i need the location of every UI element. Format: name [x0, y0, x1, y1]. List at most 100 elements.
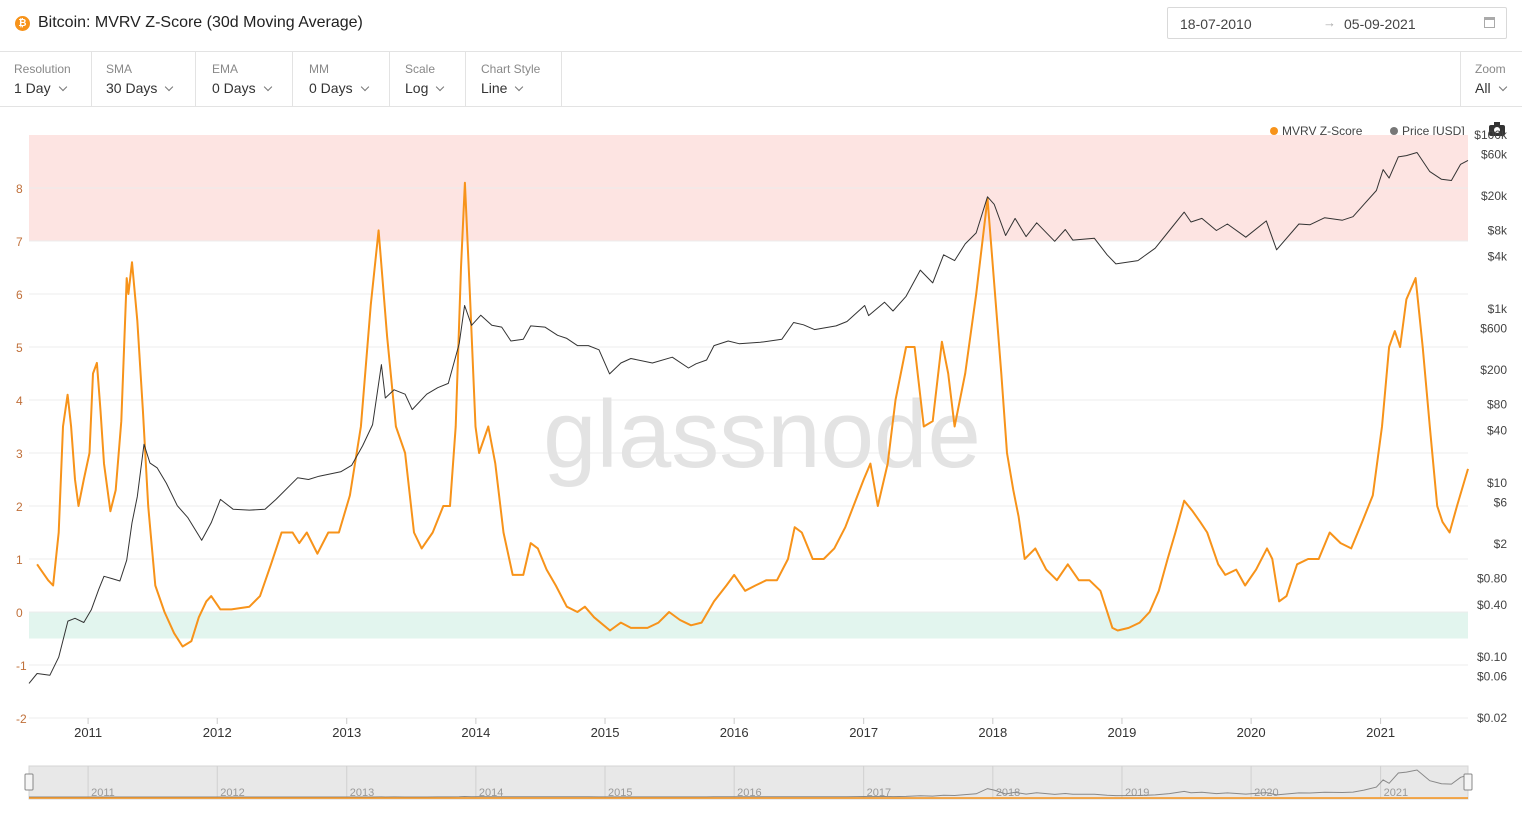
scale-dropdown[interactable]: Scale Log: [391, 52, 466, 106]
y-left-tick-label: -2: [16, 712, 27, 726]
zoom-dropdown[interactable]: Zoom All: [1460, 52, 1522, 106]
y-right-tick-label: $80: [1487, 398, 1507, 412]
chevron-down-icon: [1498, 82, 1507, 92]
x-tick-label: 2020: [1237, 725, 1266, 740]
chevron-down-icon: [263, 82, 272, 92]
page-title: Bitcoin: MVRV Z-Score (30d Moving Averag…: [38, 14, 363, 31]
x-tick-label: 2015: [591, 725, 620, 740]
date-range-picker[interactable]: 18-07-2010 → 05-09-2021: [1167, 7, 1507, 39]
y-right-tick-label: $2: [1494, 537, 1508, 551]
ema-value: 0 Days: [212, 80, 256, 96]
chart-style-dropdown[interactable]: Chart Style Line: [467, 52, 562, 106]
chevron-down-icon: [515, 82, 524, 92]
navigator-tick-label: 2020: [1254, 787, 1278, 799]
navigator-tick-label: 2021: [1384, 787, 1408, 799]
ema-dropdown[interactable]: EMA 0 Days: [198, 52, 293, 106]
price-line: [28, 152, 1469, 684]
ema-label: EMA: [212, 62, 239, 76]
y-right-tick-label: $4k: [1488, 250, 1508, 264]
y-right-tick-label: $0.02: [1477, 711, 1507, 725]
scale-label: Scale: [405, 62, 436, 76]
legend-label: Price [USD]: [1402, 124, 1465, 138]
y-left-tick-label: 8: [16, 182, 23, 196]
chart-lines: [28, 152, 1469, 684]
y-right-tick-label: $0.80: [1477, 572, 1507, 586]
y-left-tick-label: 4: [16, 394, 23, 408]
resolution-label: Resolution: [14, 62, 71, 76]
y-left-tick-label: 3: [16, 447, 23, 461]
x-tick-label: 2012: [203, 725, 232, 740]
navigator-tick-label: 2014: [479, 787, 503, 799]
page-header: ₿ Bitcoin: MVRV Z-Score (30d Moving Aver…: [0, 0, 1522, 52]
zoom-label: Zoom: [1475, 62, 1506, 76]
chevron-down-icon: [58, 82, 67, 92]
legend-label: MVRV Z-Score: [1282, 124, 1363, 138]
navigator-handle[interactable]: [24, 773, 34, 791]
navigator-price-line: [29, 769, 1469, 798]
arrow-right-icon: →: [1323, 15, 1336, 30]
mm-dropdown[interactable]: MM 0 Days: [295, 52, 390, 106]
navigator-tick-label: 2019: [1125, 787, 1149, 799]
y-right-tick-label: $40: [1487, 424, 1507, 438]
scale-value: Log: [405, 80, 429, 96]
mvrv-zscore-line: [36, 181, 1469, 648]
mm-value: 0 Days: [309, 80, 353, 96]
y-right-tick-label: $200: [1480, 363, 1507, 377]
resolution-dropdown[interactable]: Resolution 1 Day: [0, 52, 92, 106]
y-left-tick-label: 5: [16, 341, 23, 355]
y-axis-right: $100k$60k$20k$8k$4k$1k$600$200$80$40$10$…: [1474, 128, 1508, 725]
x-tick-label: 2019: [1107, 725, 1136, 740]
x-tick-label: 2014: [461, 725, 490, 740]
y-right-tick-label: $0.06: [1477, 669, 1507, 683]
sma-dropdown[interactable]: SMA 30 Days: [92, 52, 196, 106]
chevron-down-icon: [360, 82, 369, 92]
legend-item-mvrv[interactable]: MVRV Z-Score: [1270, 124, 1362, 138]
y-right-tick-label: $20k: [1481, 189, 1508, 203]
navigator-tick-label: 2016: [737, 787, 761, 799]
y-axis-left: -2 -1 0 1 2 3 4 5 6 7 8: [16, 182, 27, 726]
navigator: 2011 2012 2013 2014 2015 2016 2017 2018 2019 2020…: [24, 765, 1473, 800]
legend-item-price[interactable]: Price [USD]: [1390, 124, 1465, 138]
threshold-band: [29, 135, 1468, 241]
chart-bands: [29, 135, 1468, 639]
legend-dot-icon: [1270, 127, 1278, 135]
x-tick-label: 2016: [720, 725, 749, 740]
y-right-tick-label: $6: [1494, 495, 1508, 509]
y-right-tick-label: $8k: [1488, 223, 1508, 237]
legend-dot-icon: [1390, 127, 1398, 135]
date-end[interactable]: 05-09-2021: [1344, 16, 1416, 32]
navigator-tick-label: 2012: [220, 787, 244, 799]
y-right-tick-label: $0.10: [1477, 650, 1507, 664]
navigator-tick-label: 2013: [350, 787, 374, 799]
y-right-tick-label: $60k: [1481, 147, 1508, 161]
navigator-tick-label: 2015: [608, 787, 632, 799]
y-left-tick-label: -1: [16, 659, 27, 673]
resolution-value: 1 Day: [14, 80, 51, 96]
y-left-tick-label: 7: [16, 235, 23, 249]
watermark: glassnode: [543, 381, 981, 488]
sma-label: SMA: [106, 62, 133, 76]
y-left-tick-label: 2: [16, 500, 23, 514]
chart-grid: [29, 187, 1468, 719]
navigator-tick-label: 2018: [996, 787, 1020, 799]
calendar-icon[interactable]: [1484, 17, 1495, 28]
navigator-handle[interactable]: [1463, 773, 1473, 791]
x-tick-label: 2011: [74, 725, 102, 740]
chevron-down-icon: [165, 82, 174, 92]
date-start[interactable]: 18-07-2010: [1180, 16, 1252, 32]
toolbar: Resolution 1 Day SMA 30 Days EMA 0 Days …: [0, 52, 1522, 107]
x-tick-label: 2017: [849, 725, 878, 740]
chart-style-value: Line: [481, 80, 508, 96]
chart-style-label: Chart Style: [481, 62, 541, 76]
chevron-down-icon: [436, 82, 445, 92]
bitcoin-icon: ₿: [15, 16, 30, 31]
y-left-tick-label: 0: [16, 606, 23, 620]
sma-value: 30 Days: [106, 80, 158, 96]
y-right-tick-label: $1k: [1488, 302, 1508, 316]
camera-icon[interactable]: [1489, 122, 1505, 136]
x-tick-label: 2013: [332, 725, 361, 740]
y-right-tick-label: $600: [1480, 321, 1507, 335]
x-tick-label: 2018: [978, 725, 1007, 740]
y-left-tick-label: 6: [16, 288, 23, 302]
